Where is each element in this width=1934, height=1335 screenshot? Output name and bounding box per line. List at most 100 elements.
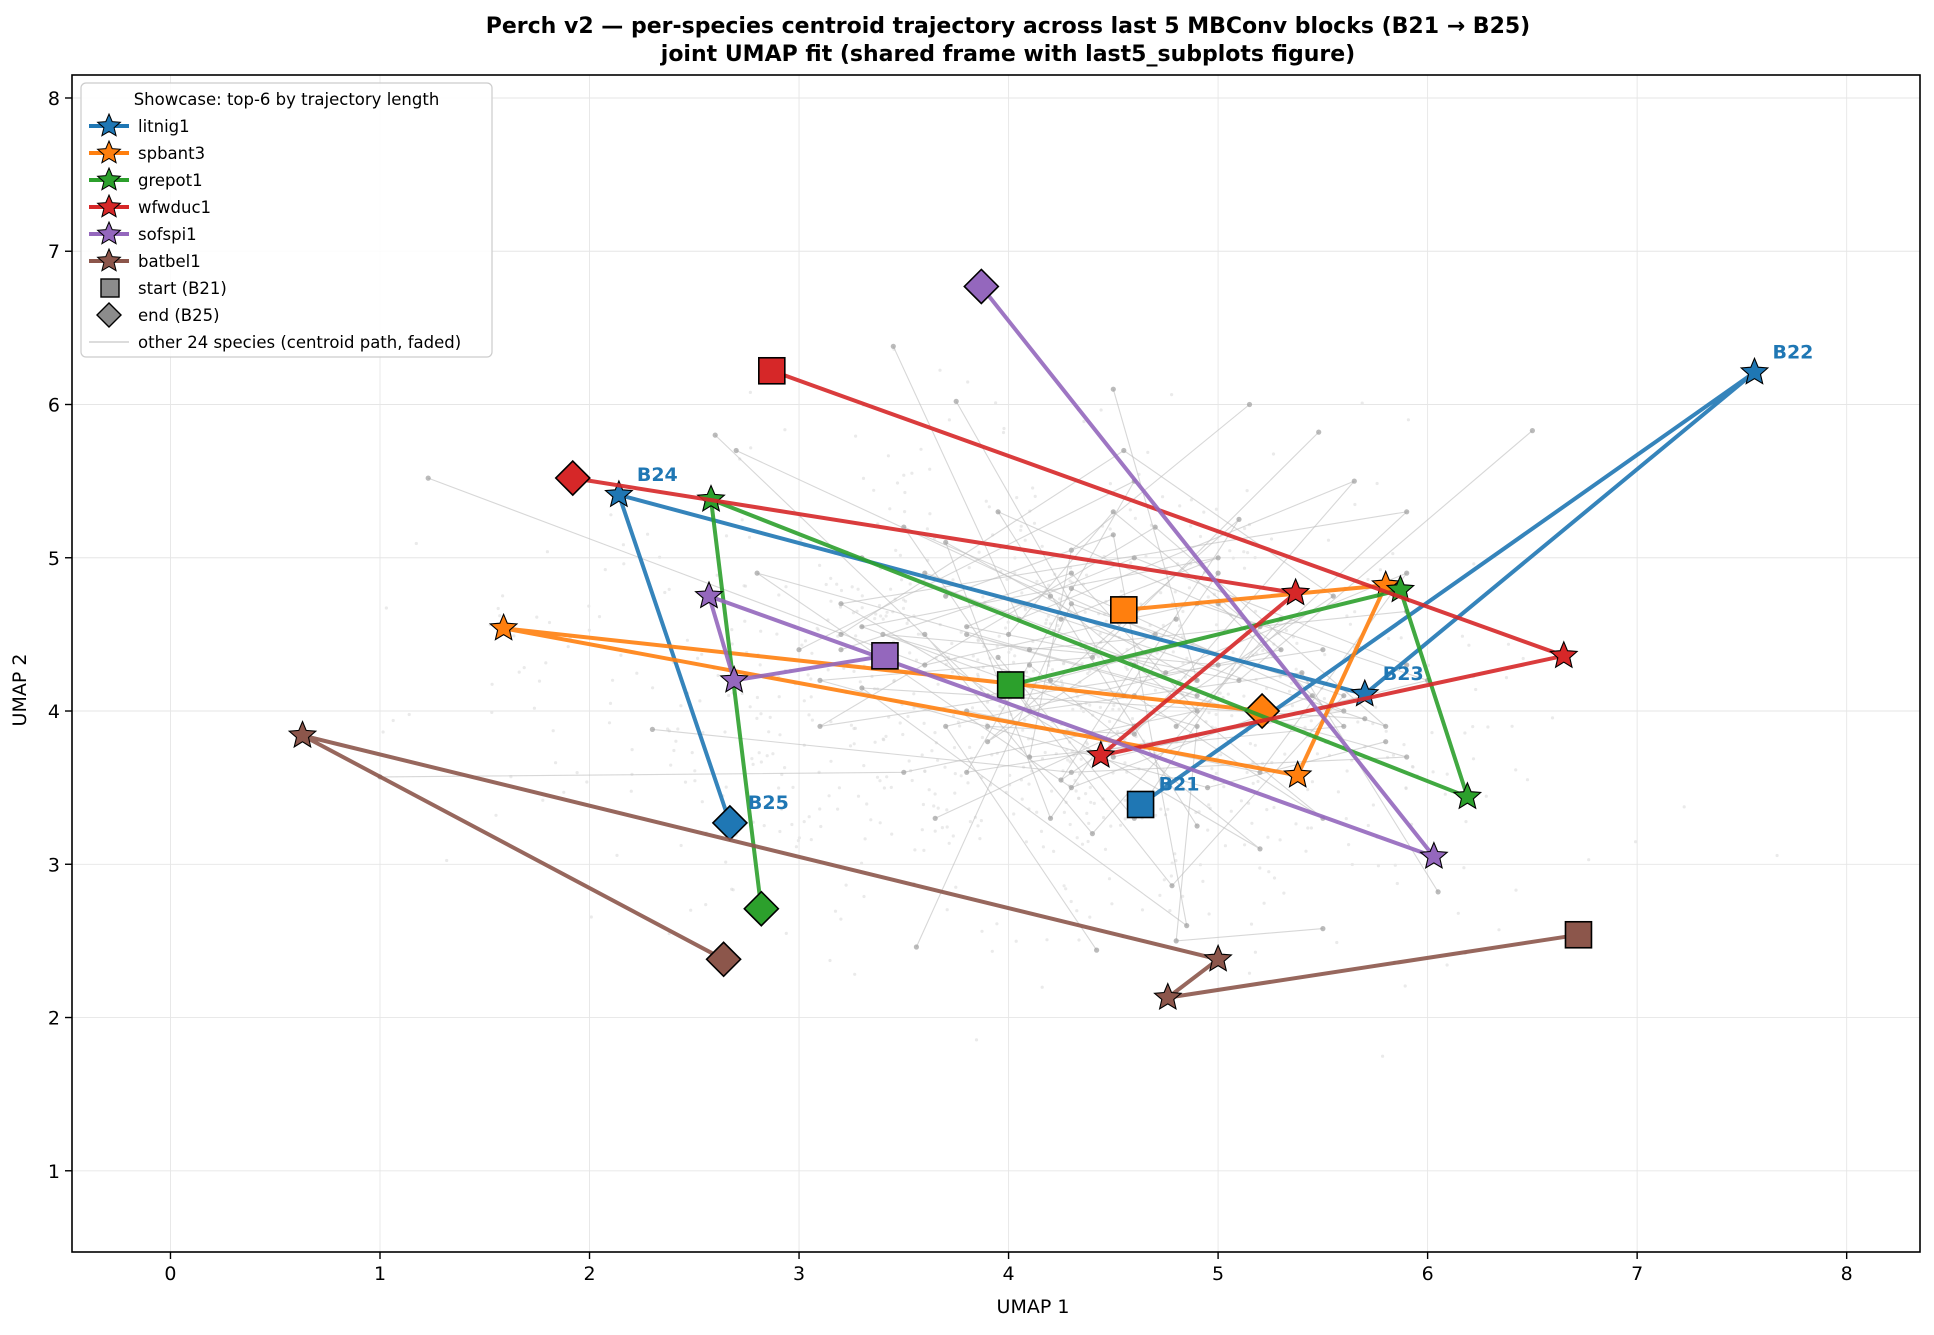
background-point — [498, 614, 502, 618]
background-point — [1014, 939, 1018, 943]
background-point — [908, 582, 912, 586]
background-point — [951, 834, 955, 838]
background-point — [674, 739, 678, 743]
legend-square — [100, 278, 120, 298]
background-point — [1403, 984, 1407, 988]
background-point — [916, 632, 921, 636]
faded-centroid-point — [1006, 631, 1012, 638]
background-point — [1222, 785, 1226, 789]
background-point — [1013, 654, 1017, 658]
background-point — [1098, 705, 1102, 710]
background-point — [923, 769, 927, 774]
background-point — [494, 813, 498, 817]
background-point — [1278, 838, 1282, 842]
background-point — [1024, 670, 1029, 674]
background-point — [1360, 401, 1364, 405]
background-point — [910, 471, 914, 475]
faded-centroid-point — [1089, 831, 1095, 837]
background-point — [933, 829, 937, 833]
background-point — [1250, 821, 1254, 825]
background-point — [1020, 591, 1024, 595]
background-point — [545, 550, 550, 554]
background-point — [978, 837, 982, 841]
background-point — [1445, 963, 1449, 967]
background-point — [1060, 683, 1065, 687]
background-point — [873, 617, 877, 621]
background-point — [743, 619, 747, 623]
background-point — [724, 534, 729, 538]
star-marker — [1549, 640, 1579, 669]
background-point — [990, 949, 994, 953]
background-point — [927, 788, 931, 792]
faded-centroid-point — [943, 539, 949, 546]
background-point — [1064, 887, 1068, 891]
faded-centroid-point — [1047, 815, 1054, 821]
series-layer — [287, 268, 1770, 1011]
background-point — [551, 729, 555, 733]
background-point — [621, 543, 626, 547]
background-point — [950, 641, 954, 646]
background-point — [1031, 669, 1036, 673]
star-marker — [719, 664, 749, 693]
background-point — [777, 593, 781, 597]
background-point — [1104, 619, 1108, 623]
background-point — [663, 590, 667, 595]
y-tick-label: 5 — [48, 548, 60, 570]
faded-centroid-point — [1110, 509, 1116, 515]
background-point — [1253, 950, 1257, 954]
x-tick-label: 1 — [374, 1263, 386, 1285]
background-point — [562, 790, 566, 794]
background-point — [925, 527, 930, 531]
background-point — [1295, 641, 1299, 646]
background-point — [806, 673, 810, 677]
faded-centroid-point — [943, 593, 949, 599]
background-point — [879, 614, 883, 618]
background-point — [790, 822, 794, 827]
faded-centroid-point — [1215, 570, 1221, 576]
star-marker — [694, 580, 724, 609]
faded-centroid-point — [1173, 616, 1179, 622]
y-tick-label: 6 — [48, 394, 60, 416]
faded-centroid-point — [1058, 777, 1064, 783]
background-point — [689, 908, 693, 912]
background-point — [1228, 549, 1232, 553]
background-point — [1514, 888, 1518, 892]
background-point — [819, 824, 823, 829]
faded-centroid-point — [1110, 386, 1116, 392]
background-point — [1266, 835, 1270, 839]
background-point — [860, 606, 864, 610]
background-point — [1027, 782, 1031, 786]
background-point — [1039, 829, 1044, 834]
background-point — [615, 853, 619, 858]
background-point — [1336, 790, 1340, 794]
faded-centroid-point — [964, 624, 970, 630]
background-point — [740, 518, 744, 522]
background-point — [885, 610, 889, 614]
background-point — [995, 922, 999, 926]
background-point — [696, 656, 700, 661]
background-point — [1323, 653, 1327, 657]
background-point — [685, 638, 690, 642]
background-point — [700, 652, 704, 656]
background-point — [1155, 651, 1159, 655]
background-point — [919, 447, 923, 451]
faded-centroid-point — [1194, 708, 1200, 714]
background-point — [940, 826, 945, 830]
background-point — [1287, 689, 1292, 693]
background-point — [914, 658, 919, 662]
background-point — [1071, 707, 1075, 712]
background-point — [1309, 719, 1313, 723]
background-point — [1075, 836, 1079, 840]
background-point — [1262, 901, 1266, 905]
background-point — [1020, 797, 1024, 801]
background-point — [1185, 656, 1189, 661]
background-point — [976, 658, 980, 662]
background-point — [901, 606, 906, 611]
faded-centroid-point — [1110, 532, 1116, 538]
background-point — [898, 553, 903, 558]
background-point — [1309, 826, 1313, 830]
background-point — [391, 718, 395, 723]
background-point — [765, 754, 769, 758]
faded-centroid-point — [1529, 428, 1535, 434]
background-point — [1161, 623, 1165, 628]
